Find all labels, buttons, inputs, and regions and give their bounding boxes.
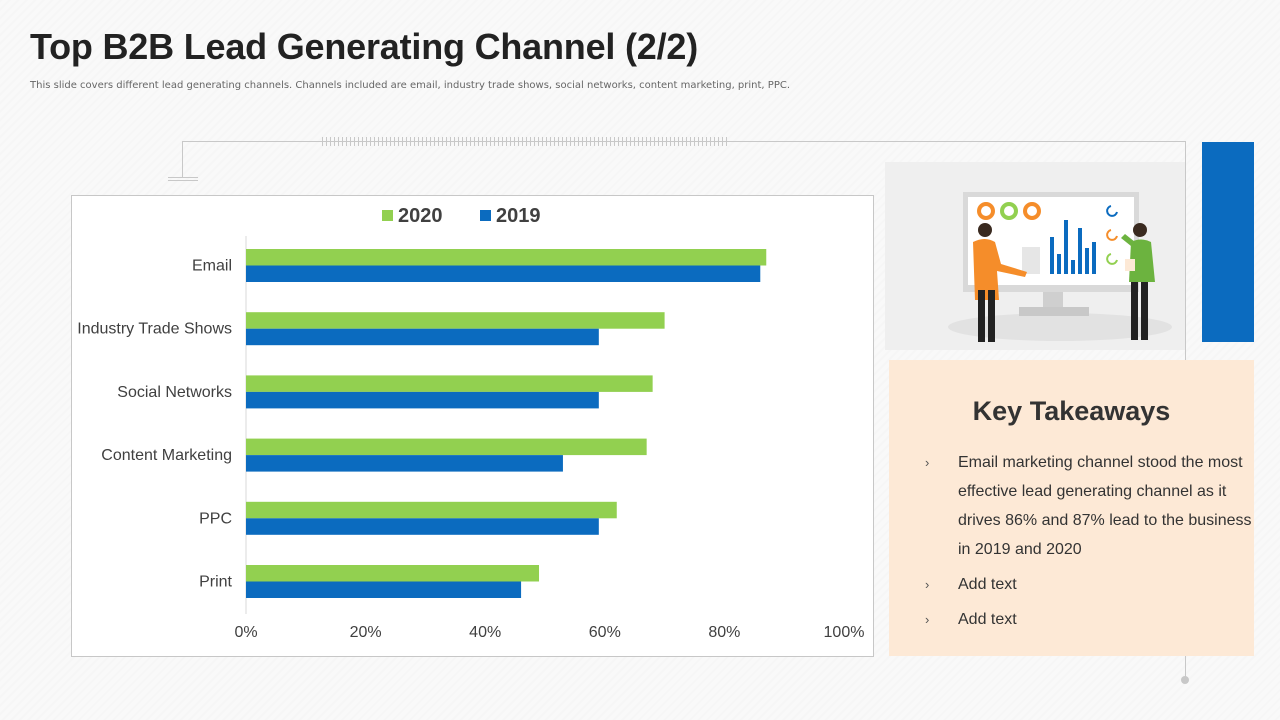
takeaway-item: › Email marketing channel stood the most… xyxy=(925,448,1255,564)
illustration-panel xyxy=(885,162,1185,350)
category-label: Social Networks xyxy=(117,384,232,401)
takeaway-item: › Add text xyxy=(925,570,1255,599)
chart-bars xyxy=(246,249,767,598)
takeaway-text: Add text xyxy=(958,576,1017,593)
bar-2019-print xyxy=(246,581,522,598)
legend-swatch-2020 xyxy=(382,210,393,221)
accent-bar xyxy=(1202,142,1254,342)
x-tick-label: 0% xyxy=(234,624,257,641)
floor-shadow xyxy=(948,313,1172,341)
x-tick-label: 20% xyxy=(350,624,382,641)
x-tick-label: 40% xyxy=(469,624,501,641)
category-label: Content Marketing xyxy=(101,447,232,464)
key-takeaways-panel: Key Takeaways › Email marketing channel … xyxy=(889,360,1254,656)
x-tick-label: 100% xyxy=(824,624,865,641)
category-label: PPC xyxy=(199,510,232,527)
bar-2019-ppc xyxy=(246,518,599,535)
bar-2020-email xyxy=(246,249,767,266)
page-subtitle: This slide covers different lead generat… xyxy=(30,80,791,91)
takeaways-list: › Email marketing channel stood the most… xyxy=(925,448,1255,640)
legend-swatch-2019 xyxy=(480,210,491,221)
person-presenting-icon xyxy=(973,223,1027,342)
chevron-right-icon: › xyxy=(925,577,930,592)
donut-chart-icon xyxy=(977,202,1118,265)
x-tick-label: 80% xyxy=(708,624,740,641)
category-labels: Email Industry Trade Shows Social Networks… xyxy=(77,258,232,591)
bar-chart-svg: 2020 2019 Email Industry Trade Shows Social… xyxy=(77,205,864,641)
bar-2020-ppc xyxy=(246,501,617,519)
x-tick-labels: 0% 20% 40% 60% 80% 100% xyxy=(234,624,864,641)
connector-foot xyxy=(168,177,198,181)
person-thinking-icon xyxy=(1121,223,1155,340)
chart-legend: 2020 2019 xyxy=(382,205,541,227)
bar-2020-print xyxy=(246,565,540,582)
category-label: Industry Trade Shows xyxy=(77,321,232,338)
bar-chart-icon xyxy=(1022,220,1096,274)
legend-label-2020: 2020 xyxy=(398,205,443,227)
category-label: Email xyxy=(192,258,232,275)
bar-2020-industry-trade-shows xyxy=(246,312,665,329)
bar-2020-social-networks xyxy=(246,375,653,392)
takeaway-item: › Add text xyxy=(925,605,1255,634)
bar-2019-content-marketing xyxy=(246,455,563,472)
takeaway-text: Email marketing channel stood the most e… xyxy=(958,454,1252,558)
bar-2019-email xyxy=(246,265,761,282)
chevron-right-icon: › xyxy=(925,612,930,627)
connector-dot xyxy=(1181,676,1189,684)
connector-ruler xyxy=(322,137,730,146)
bar-2019-social-networks xyxy=(246,391,599,409)
takeaway-text: Add text xyxy=(958,611,1017,628)
presentation-illustration xyxy=(948,192,1172,342)
category-label: Print xyxy=(199,574,232,591)
x-tick-label: 60% xyxy=(589,624,621,641)
chevron-right-icon: › xyxy=(925,455,930,470)
page-title: Top B2B Lead Generating Channel (2/2) xyxy=(30,26,699,67)
bar-2020-content-marketing xyxy=(246,438,647,456)
bar-chart: 2020 2019 Email Industry Trade Shows Social… xyxy=(71,195,874,657)
legend-label-2019: 2019 xyxy=(496,205,541,227)
bar-2019-industry-trade-shows xyxy=(246,328,599,346)
key-takeaways-title: Key Takeaways xyxy=(972,396,1171,426)
connector-line-left xyxy=(182,141,183,177)
